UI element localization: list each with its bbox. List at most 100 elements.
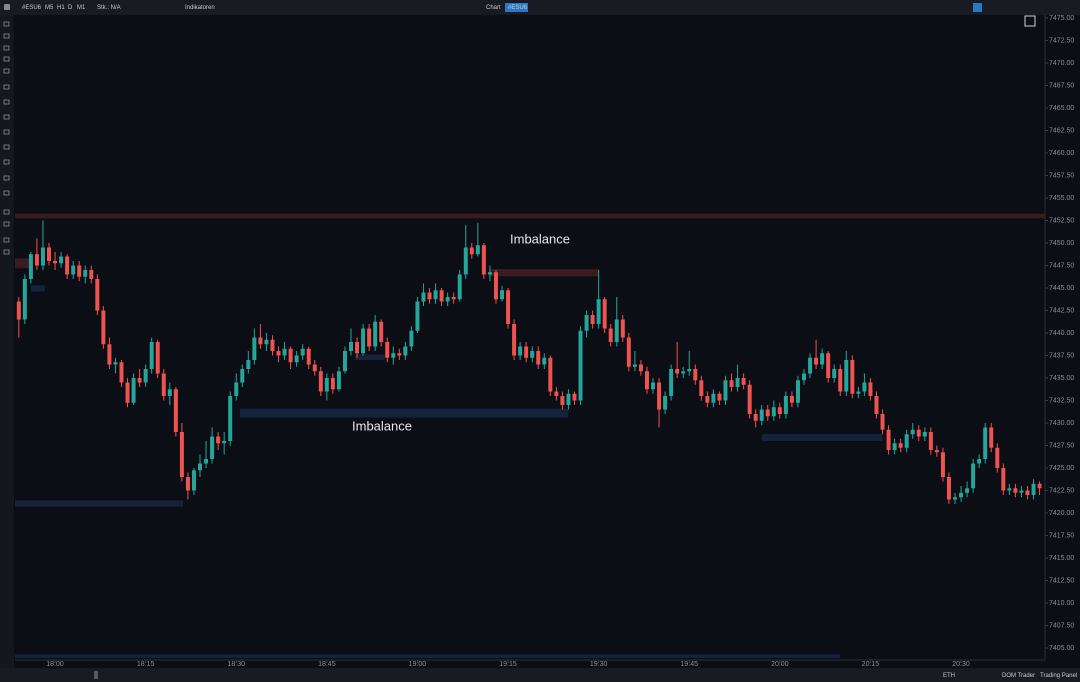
candle-body bbox=[783, 396, 788, 415]
candle-body bbox=[385, 342, 390, 358]
candle-body bbox=[995, 447, 1000, 469]
candle-body bbox=[590, 314, 595, 324]
tool-icon bbox=[3, 114, 10, 120]
candle-body bbox=[584, 314, 589, 331]
imbalance-zone bbox=[15, 500, 184, 507]
candle-body bbox=[53, 260, 58, 264]
candle-body bbox=[22, 278, 27, 320]
candle-body bbox=[723, 380, 728, 401]
y-tick-label: 7452.50 bbox=[1049, 217, 1074, 224]
candle-body bbox=[965, 488, 970, 493]
timeframe[interactable]: M1 bbox=[77, 5, 86, 11]
candle-body bbox=[324, 378, 329, 392]
candle-body bbox=[874, 396, 879, 415]
session[interactable]: ETH bbox=[943, 673, 955, 679]
candle-body bbox=[312, 364, 317, 372]
candle-body bbox=[789, 396, 794, 403]
tool-icon bbox=[3, 45, 10, 51]
candle-body bbox=[928, 432, 933, 451]
button[interactable]: DOM Trader bbox=[1002, 673, 1035, 679]
candle-body bbox=[638, 364, 643, 372]
panel-toggle[interactable] bbox=[1024, 15, 1036, 27]
x-tick-label: 19:45 bbox=[680, 661, 698, 668]
tool-icon bbox=[3, 129, 10, 135]
candle-body bbox=[1001, 468, 1006, 491]
candle-body bbox=[1013, 488, 1018, 493]
tool-icon bbox=[3, 84, 10, 90]
timeframe[interactable]: D bbox=[68, 5, 73, 11]
candle-body bbox=[282, 348, 287, 356]
candle-body bbox=[294, 355, 299, 363]
candle-body bbox=[185, 477, 190, 491]
candle-body bbox=[657, 382, 662, 410]
x-tick-label: 19:00 bbox=[409, 661, 427, 668]
candle-body bbox=[125, 382, 130, 403]
tool-icon bbox=[3, 144, 10, 150]
candle-body bbox=[409, 330, 414, 347]
camera-button[interactable] bbox=[973, 3, 982, 12]
candle-body bbox=[651, 382, 655, 390]
candle-body bbox=[536, 351, 541, 365]
candle-body bbox=[288, 348, 293, 363]
candle-body bbox=[1007, 488, 1012, 491]
candle-body bbox=[548, 357, 553, 392]
candle-body bbox=[989, 427, 994, 448]
tool-icon bbox=[3, 237, 10, 243]
candle-body bbox=[95, 278, 100, 311]
y-tick-label: 7422.50 bbox=[1049, 487, 1074, 494]
candle-body bbox=[367, 328, 372, 347]
tool-icon bbox=[3, 56, 10, 62]
candle-body bbox=[663, 396, 668, 410]
candle-body bbox=[167, 389, 172, 397]
annotation: Imbalance bbox=[352, 418, 412, 433]
candle-body bbox=[959, 492, 964, 498]
candle-body bbox=[916, 429, 921, 437]
status[interactable]: Stk.: N/A bbox=[97, 5, 121, 11]
candle-body bbox=[137, 378, 142, 383]
y-tick-label: 7457.50 bbox=[1049, 172, 1074, 179]
timeframe[interactable]: H1 bbox=[57, 5, 65, 11]
candle-body bbox=[880, 414, 885, 430]
tab[interactable]: Chart bbox=[486, 5, 501, 11]
tool-icon bbox=[3, 221, 10, 227]
candle-body bbox=[77, 265, 82, 277]
candle-body bbox=[838, 369, 843, 392]
candle-body bbox=[795, 380, 800, 403]
timeframe[interactable]: M5 bbox=[45, 5, 54, 11]
y-tick-label: 7415.00 bbox=[1049, 555, 1074, 562]
candle-body bbox=[524, 346, 529, 358]
candle-body bbox=[421, 292, 426, 302]
x-tick-label: 19:30 bbox=[590, 661, 608, 668]
candle-body bbox=[681, 371, 686, 374]
candle-body bbox=[487, 272, 492, 275]
candle-body bbox=[107, 344, 112, 365]
candle-body bbox=[644, 371, 649, 390]
candle-body bbox=[940, 452, 945, 478]
candle-body bbox=[349, 342, 353, 352]
candle-body bbox=[705, 396, 710, 403]
candle-body bbox=[342, 351, 347, 372]
candle-body bbox=[89, 269, 94, 279]
candle-body bbox=[530, 351, 535, 358]
candle-body bbox=[119, 362, 124, 383]
symbol[interactable]: #ESU6 bbox=[22, 5, 42, 11]
x-tick-label: 18:45 bbox=[318, 661, 336, 668]
candle-body bbox=[892, 443, 897, 451]
candle-body bbox=[832, 369, 837, 379]
indicators[interactable]: Indikatoren bbox=[185, 5, 215, 11]
tab-badge[interactable]: #ESU6 bbox=[508, 5, 528, 11]
candle-body bbox=[391, 353, 396, 358]
candle-body bbox=[415, 301, 420, 331]
candle-body bbox=[222, 441, 227, 444]
y-tick-label: 7405.00 bbox=[1049, 645, 1074, 652]
scroll-handle[interactable] bbox=[94, 671, 98, 679]
y-tick-label: 7425.00 bbox=[1049, 465, 1074, 472]
candle-body bbox=[1031, 483, 1036, 496]
candle-body bbox=[518, 346, 523, 356]
candle-body bbox=[1025, 490, 1030, 496]
candle-body bbox=[16, 301, 21, 320]
x-tick-label: 20:00 bbox=[771, 661, 789, 668]
button[interactable]: Trading Panel bbox=[1040, 673, 1077, 679]
candle-body bbox=[910, 429, 915, 435]
candle-body bbox=[693, 369, 698, 381]
